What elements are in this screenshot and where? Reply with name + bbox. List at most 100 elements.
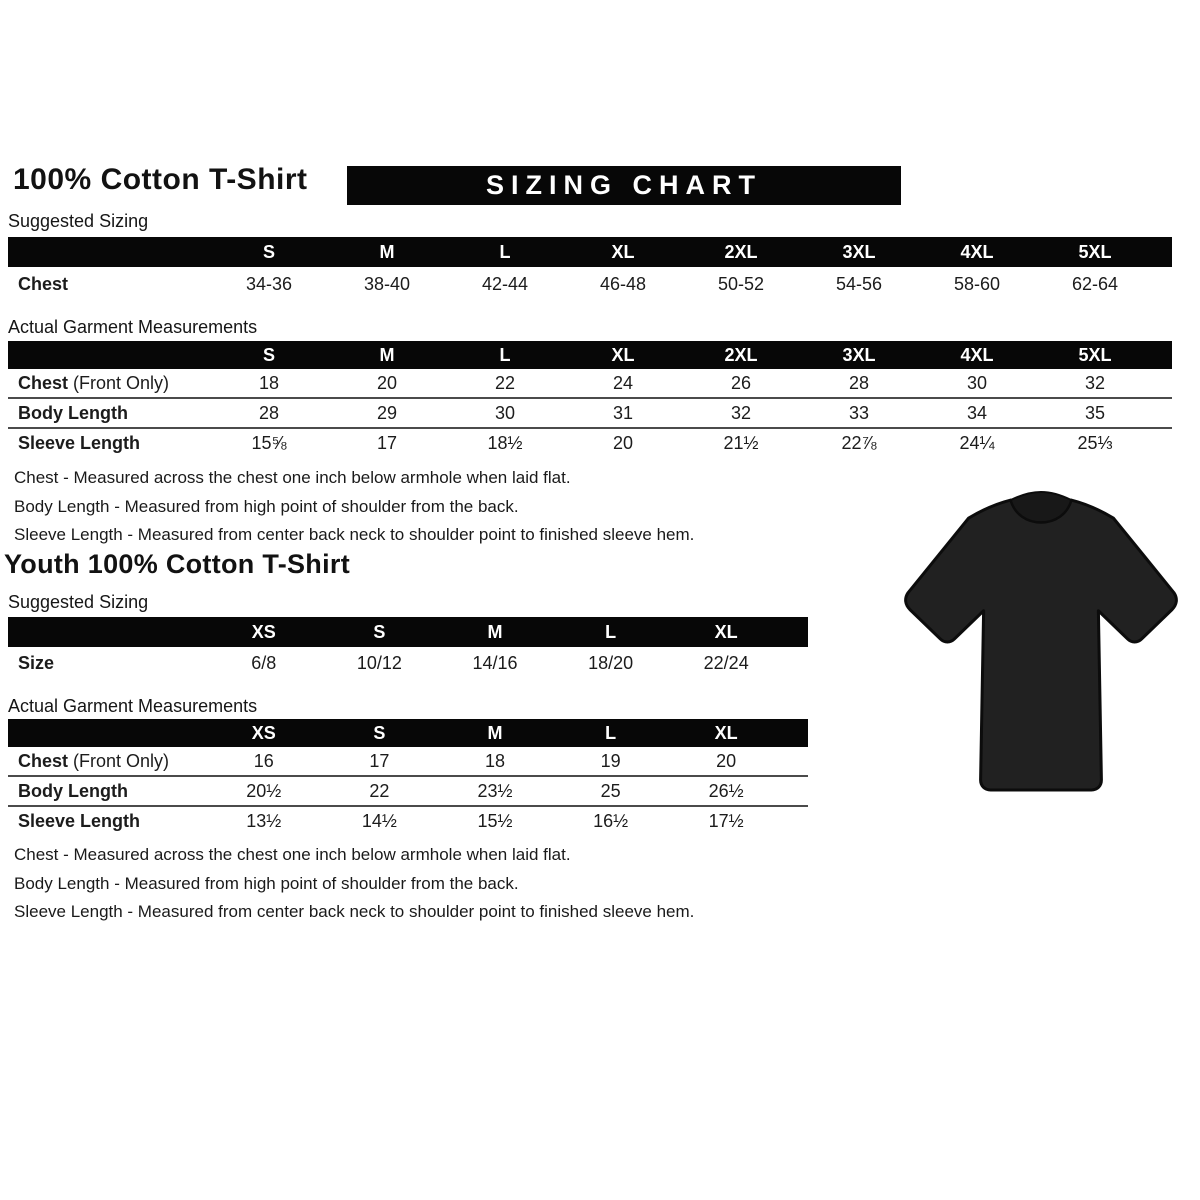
youth-section-title: Youth 100% Cotton T-Shirt <box>4 549 350 579</box>
cell: 32 <box>730 402 752 423</box>
row-label: Sleeve Length <box>18 432 141 453</box>
cell: 20 <box>376 372 398 393</box>
table-row: Chest (Front Only) 16 17 18 19 20 <box>8 747 808 777</box>
cell: 50-52 <box>717 273 765 294</box>
cell: 18/20 <box>588 652 634 673</box>
row-label: Chest (Front Only) <box>8 369 210 397</box>
note-line: Chest - Measured across the chest one in… <box>14 845 571 864</box>
col-header: M <box>379 344 395 365</box>
adult-suggested-label: Suggested Sizing <box>8 211 149 231</box>
cell: 29 <box>376 402 398 423</box>
cell: 32 <box>1084 372 1106 393</box>
cell: 22 <box>369 780 390 801</box>
cell: 23½ <box>477 780 513 801</box>
cell: 16½ <box>593 810 629 831</box>
cell: 17½ <box>708 810 744 831</box>
cell: 35 <box>1084 402 1106 423</box>
cell: 16 <box>253 750 274 771</box>
row-label: Size <box>18 652 55 673</box>
adult-actual-table: S M L XL 2XL 3XL 4XL 5XL Chest (Front Onl… <box>8 341 1172 457</box>
cell: 10/12 <box>356 652 402 673</box>
note-line: Chest - Measured across the chest one in… <box>14 468 571 487</box>
cell: 38-40 <box>363 273 411 294</box>
cell: 25⅓ <box>1077 432 1113 453</box>
table-row: Sleeve Length 13½ 14½ 15½ 16½ 17½ <box>8 807 808 835</box>
cell: 26½ <box>708 780 744 801</box>
cell: 30 <box>494 402 516 423</box>
col-header: 4XL <box>960 241 994 262</box>
youth-actual-label: Actual Garment Measurements <box>8 696 258 716</box>
col-header: XL <box>714 722 738 743</box>
cell: 13½ <box>246 810 282 831</box>
tshirt-illustration <box>904 490 1178 792</box>
cell: 22⅞ <box>841 432 877 453</box>
cell: 28 <box>848 372 870 393</box>
corner-cell <box>8 237 210 267</box>
col-header: 3XL <box>842 241 876 262</box>
adult-actual-header-row: S M L XL 2XL 3XL 4XL 5XL <box>8 341 1172 369</box>
youth-measurement-notes: Chest - Measured across the chest one in… <box>14 841 694 927</box>
corner-cell <box>8 617 206 647</box>
row-label: Sleeve Length <box>18 810 141 831</box>
table-row: Chest (Front Only) 18 20 22 24 26 28 30 3… <box>8 369 1172 399</box>
col-header: XS <box>251 722 276 743</box>
cell: 14½ <box>361 810 397 831</box>
col-header: M <box>487 621 503 642</box>
tshirt-collar <box>1009 490 1073 524</box>
cell: 34 <box>966 402 988 423</box>
note-line: Body Length - Measured from high point o… <box>14 496 519 516</box>
note-line: Body Length - Measured from high point o… <box>14 873 519 893</box>
tshirt-photo <box>890 468 1192 824</box>
table-row: Sleeve Length 15⅝ 17 18½ 20 21½ 22⅞ 24¼ … <box>8 429 1172 457</box>
col-header: L <box>499 344 511 365</box>
row-label: Chest (Front Only) <box>8 747 206 775</box>
col-header: 4XL <box>960 344 994 365</box>
cell: 30 <box>966 372 988 393</box>
table-row: Size 6/8 10/12 14/16 18/20 22/24 <box>8 649 808 677</box>
cell: 46-48 <box>599 273 647 294</box>
banner-text: SIZING CHART <box>486 170 762 200</box>
cell: 58-60 <box>953 273 1001 294</box>
col-header: M <box>379 241 395 262</box>
row-label-suffix: (Front Only) <box>73 372 170 393</box>
cell: 22 <box>494 372 516 393</box>
cell: 15½ <box>477 810 513 831</box>
youth-suggested-header-row: XS S M L XL <box>8 617 808 647</box>
cell: 42-44 <box>481 273 529 294</box>
row-label-suffix: (Front Only) <box>73 750 170 771</box>
col-header: L <box>499 241 511 262</box>
cell: 18 <box>258 372 280 393</box>
note-line: Sleeve Length - Measured from center bac… <box>14 902 695 921</box>
corner-cell <box>8 719 206 749</box>
col-header: XL <box>611 344 635 365</box>
row-label: Chest <box>18 273 69 294</box>
cell: 20 <box>716 750 737 771</box>
col-header: XL <box>714 621 738 642</box>
col-header: S <box>262 344 275 365</box>
corner-cell <box>8 341 210 371</box>
youth-actual-header-row: XS S M L XL <box>8 719 808 747</box>
adult-suggested-table: S M L XL 2XL 3XL 4XL 5XL Chest 34-36 38-… <box>8 237 1172 298</box>
cell: 17 <box>369 750 390 771</box>
adult-measurement-notes: Chest - Measured across the chest one in… <box>14 464 694 550</box>
table-row: Chest 34-36 38-40 42-44 46-48 50-52 54-5… <box>8 270 1172 298</box>
cell: 20 <box>612 432 634 453</box>
cell: 24¼ <box>959 432 995 453</box>
row-label: Body Length <box>18 780 128 801</box>
adult-suggested-header-row: S M L XL 2XL 3XL 4XL 5XL <box>8 237 1172 267</box>
cell: 24 <box>612 372 634 393</box>
col-header: S <box>262 241 275 262</box>
col-header: S <box>373 722 386 743</box>
row-label: Body Length <box>18 402 128 423</box>
col-header: S <box>373 621 386 642</box>
row-label-text: Chest <box>18 372 69 393</box>
col-header: XS <box>251 621 276 642</box>
cell: 54-56 <box>835 273 883 294</box>
youth-suggested-table: XS S M L XL Size 6/8 10/12 14/16 18/20 2… <box>8 617 808 677</box>
cell: 26 <box>730 372 752 393</box>
cell: 25 <box>600 780 621 801</box>
col-header: L <box>605 621 617 642</box>
cell: 14/16 <box>472 652 518 673</box>
col-header: 3XL <box>842 344 876 365</box>
